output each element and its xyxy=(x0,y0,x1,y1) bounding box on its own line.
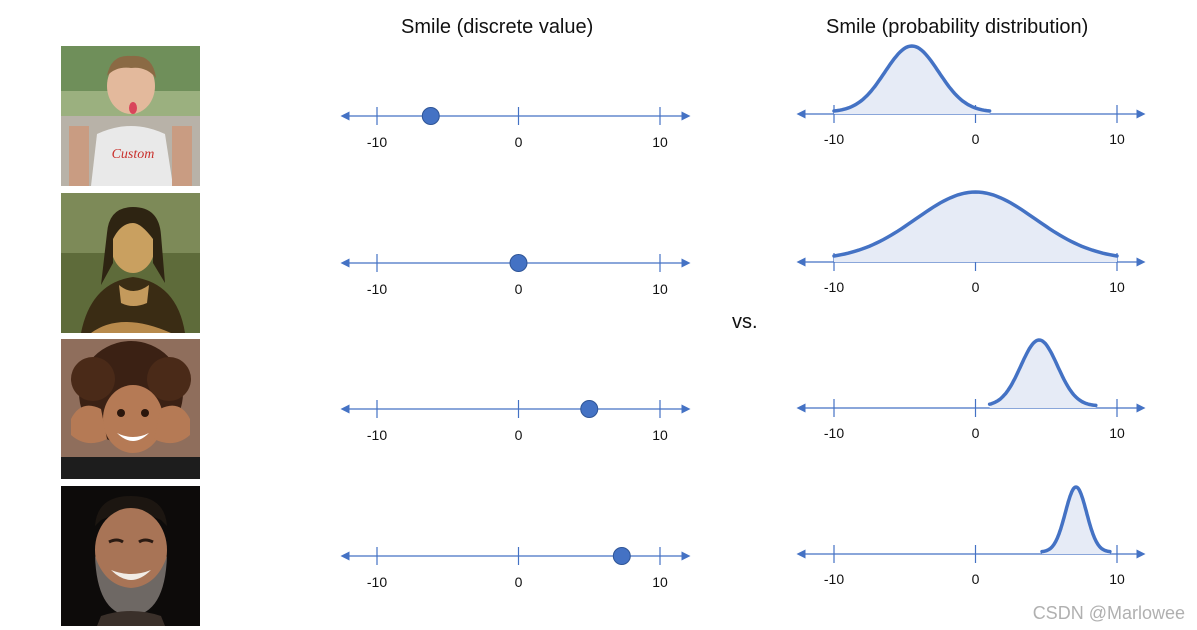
discrete-tick-label: 10 xyxy=(652,134,668,150)
photo-boy: Custom xyxy=(61,46,200,186)
distribution-tick-label: -10 xyxy=(824,131,844,147)
distribution-tick-label: 10 xyxy=(1109,131,1125,147)
distribution-chart-title: Smile (probability distribution) xyxy=(826,16,1089,38)
discrete-value-dot-1 xyxy=(421,107,440,125)
distribution-tick-label: 10 xyxy=(1109,279,1125,295)
distribution-axes: -10 0 10 -10 0 10 -10 0 10 -10 0 10 xyxy=(796,44,1146,587)
discrete-tick-label: -10 xyxy=(367,281,387,297)
distribution-tick-label: 0 xyxy=(972,279,980,295)
distribution-tick-label: 10 xyxy=(1109,571,1125,587)
distribution-tick-label: -10 xyxy=(824,279,844,295)
photo-laughing-man xyxy=(61,486,200,626)
distribution-tick-label: 0 xyxy=(972,131,980,147)
discrete-tick-label: 10 xyxy=(652,281,668,297)
distribution-curve-1 xyxy=(832,44,992,113)
distribution-tick-label: 10 xyxy=(1109,425,1125,441)
discrete-tick-label: -10 xyxy=(367,134,387,150)
distribution-curve-2 xyxy=(832,190,1119,258)
discrete-value-dot-2 xyxy=(509,254,528,272)
distribution-tick-label: 0 xyxy=(972,571,980,587)
svg-text:Custom: Custom xyxy=(112,147,155,162)
versus-label: vs. xyxy=(732,311,758,333)
distribution-area-3 xyxy=(989,340,1096,408)
distribution-tick-label: -10 xyxy=(824,571,844,587)
discrete-tick-label: 0 xyxy=(515,134,523,150)
distribution-curve-3 xyxy=(987,338,1098,408)
discrete-tick-label: 10 xyxy=(652,574,668,590)
distribution-curve-4 xyxy=(1040,485,1112,554)
discrete-tick-label: 10 xyxy=(652,427,668,443)
discrete-axes: -10 0 10 -10 0 10 -10 0 10 -10 0 10 xyxy=(340,107,691,590)
distribution-tick-label: 0 xyxy=(972,425,980,441)
discrete-tick-label: 0 xyxy=(515,574,523,590)
discrete-value-dot-3 xyxy=(580,400,599,418)
discrete-value-dot-4 xyxy=(612,547,631,565)
discrete-tick-label: -10 xyxy=(367,427,387,443)
discrete-chart-title: Smile (discrete value) xyxy=(401,16,594,38)
discrete-tick-label: 0 xyxy=(515,281,523,297)
distribution-tick-label: -10 xyxy=(824,425,844,441)
distribution-area-1 xyxy=(834,46,990,114)
photo-smiling-child xyxy=(61,339,200,479)
photo-mona-lisa xyxy=(61,193,200,333)
distribution-area-2 xyxy=(834,192,1117,262)
discrete-tick-label: 0 xyxy=(515,427,523,443)
discrete-tick-label: -10 xyxy=(367,574,387,590)
watermark-text: CSDN @Marlowee xyxy=(1032,603,1185,623)
